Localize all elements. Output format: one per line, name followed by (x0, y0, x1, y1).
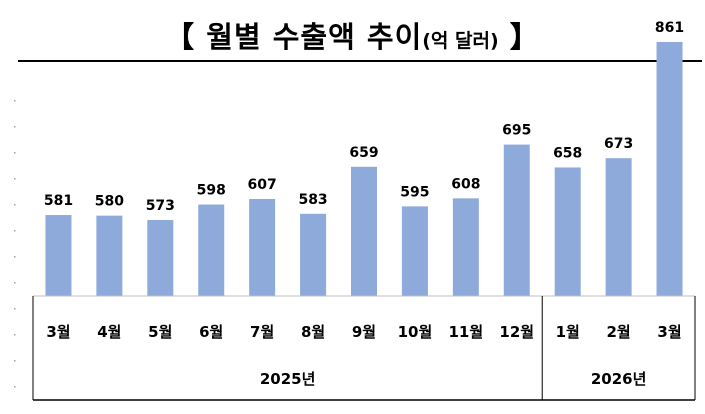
data-label: 695 (502, 123, 531, 139)
data-label: 659 (349, 145, 378, 161)
data-label: 607 (248, 177, 277, 193)
data-label: 673 (604, 136, 633, 152)
category-label: 3월 (657, 323, 681, 341)
title-main: 월별 수출액 추이 (206, 20, 423, 54)
edge-dot (14, 308, 16, 310)
title-underline (18, 60, 702, 62)
data-label: 583 (298, 192, 327, 208)
category-label: 2월 (606, 323, 630, 341)
edge-dot (14, 386, 16, 388)
edge-dot (14, 334, 16, 336)
edge-dot (14, 256, 16, 258)
category-label: 12월 (499, 323, 534, 341)
category-label: 4월 (97, 323, 121, 341)
edge-dot (14, 360, 16, 362)
category-label: 5월 (148, 323, 172, 341)
category-label: 3월 (46, 323, 70, 341)
edge-dot (14, 204, 16, 206)
category-label: 8월 (301, 323, 325, 341)
bar (351, 166, 377, 296)
bar (147, 219, 174, 296)
year-group-label: 2025년 (260, 370, 316, 388)
title-bracket-close: 】 (509, 20, 540, 54)
data-label: 580 (95, 194, 124, 210)
edge-dot (14, 126, 16, 128)
edge-dot (14, 282, 16, 284)
bar (656, 42, 683, 296)
data-label: 573 (146, 198, 175, 214)
bar (452, 198, 479, 296)
bar (605, 158, 632, 296)
edge-dot (14, 100, 16, 102)
data-label: 658 (553, 145, 582, 161)
bar (554, 167, 581, 296)
data-label: 608 (451, 176, 480, 192)
bar (401, 206, 428, 296)
category-label: 7월 (250, 323, 274, 341)
category-label: 10월 (398, 323, 433, 341)
category-label: 6월 (199, 323, 223, 341)
bar (198, 204, 225, 296)
title-unit: (억 달러) (422, 30, 499, 52)
edge-dot (14, 230, 16, 232)
bar (249, 198, 276, 296)
bar (503, 144, 530, 296)
edge-dot (14, 152, 16, 154)
title-bracket-open: 【 (165, 20, 196, 54)
category-label: 1월 (556, 323, 580, 341)
data-label: 861 (655, 20, 684, 36)
year-group-label: 2026년 (591, 370, 647, 388)
bar (96, 215, 123, 296)
category-label: 11월 (449, 323, 484, 341)
category-label: 9월 (352, 323, 376, 341)
edge-dot (14, 178, 16, 180)
bar (300, 213, 327, 296)
data-label: 598 (197, 183, 226, 199)
bar (45, 215, 72, 296)
data-label: 581 (44, 193, 73, 209)
chart-title: 【 월별 수출액 추이(억 달러) 】 (0, 14, 705, 56)
data-label: 595 (400, 184, 429, 200)
